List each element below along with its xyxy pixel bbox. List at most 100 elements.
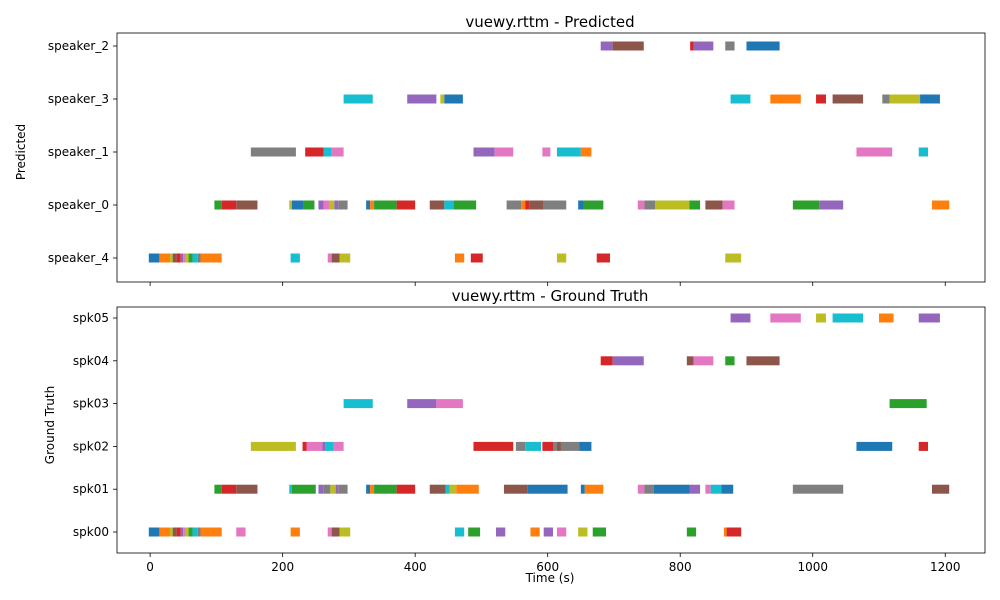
segment-spk03-12 bbox=[343, 399, 373, 409]
y-tick-label-spk02: spk02 bbox=[73, 439, 109, 453]
segment-speaker_2-2 bbox=[690, 41, 694, 51]
ground-truth-y-axis-label: Ground Truth bbox=[43, 386, 57, 464]
segment-spk02-20 bbox=[325, 441, 333, 451]
segment-spk00-67 bbox=[172, 527, 177, 537]
ground-truth-title: vuewy.rttm - Ground Truth bbox=[452, 287, 649, 305]
segment-speaker_2-5 bbox=[746, 41, 780, 51]
segment-spk01-36 bbox=[289, 484, 292, 494]
segment-spk02-21 bbox=[333, 441, 337, 451]
segment-spk01-52 bbox=[527, 484, 568, 494]
segment-spk01-46 bbox=[396, 484, 416, 494]
segment-spk02-32 bbox=[918, 441, 929, 451]
segment-speaker_4-69 bbox=[185, 253, 189, 263]
segment-spk02-25 bbox=[525, 441, 542, 451]
segment-spk00-91 bbox=[726, 527, 742, 537]
segment-spk02-30 bbox=[579, 441, 592, 451]
y-tick-label-speaker_4: speaker_4 bbox=[48, 251, 109, 265]
segment-speaker_4-63 bbox=[159, 253, 171, 263]
segment-speaker_3-13 bbox=[832, 94, 864, 104]
segment-speaker_4-62 bbox=[148, 253, 160, 263]
x-tick-label-400: 400 bbox=[404, 560, 427, 574]
segment-spk01-47 bbox=[429, 484, 446, 494]
segment-spk05-2 bbox=[816, 313, 826, 323]
segment-speaker_2-1 bbox=[612, 41, 644, 51]
y-tick-label-spk01: spk01 bbox=[73, 482, 109, 496]
segment-speaker_2-4 bbox=[725, 41, 735, 51]
segment-spk01-44 bbox=[370, 484, 375, 494]
segment-spk05-3 bbox=[832, 313, 864, 323]
segment-spk01-41 bbox=[335, 484, 339, 494]
segment-spk03-13 bbox=[407, 399, 437, 409]
segment-speaker_3-12 bbox=[816, 94, 826, 104]
segment-speaker_3-8 bbox=[440, 94, 445, 104]
segment-speaker_2-3 bbox=[693, 41, 714, 51]
segment-spk02-17 bbox=[302, 441, 307, 451]
segment-spk04-11 bbox=[746, 356, 780, 366]
segment-spk00-85 bbox=[543, 527, 553, 537]
segment-speaker_0-54 bbox=[644, 200, 656, 210]
segment-speaker_0-31 bbox=[289, 200, 292, 210]
segment-speaker_4-68 bbox=[183, 253, 186, 263]
y-tick-label-spk05: spk05 bbox=[73, 311, 109, 325]
y-tick-label-spk00: spk00 bbox=[73, 525, 109, 539]
y-tick-label-speaker_0: speaker_0 bbox=[48, 198, 109, 212]
segment-spk00-64 bbox=[148, 527, 160, 537]
segment-spk00-74 bbox=[197, 527, 201, 537]
x-axis-label: Time (s) bbox=[525, 571, 575, 585]
segment-speaker_4-77 bbox=[339, 253, 351, 263]
ground-truth-panel: vuewy.rttm - Ground Truth Ground Truth T… bbox=[43, 287, 986, 585]
segment-speaker_0-30 bbox=[236, 200, 258, 210]
segment-speaker_0-44 bbox=[444, 200, 454, 210]
segment-spk01-40 bbox=[330, 484, 336, 494]
segment-speaker_4-64 bbox=[170, 253, 173, 263]
y-tick-label-speaker_2: speaker_2 bbox=[48, 39, 109, 53]
segment-spk02-22 bbox=[336, 441, 344, 451]
segment-speaker_2-0 bbox=[600, 41, 613, 51]
x-tick-label-1200: 1200 bbox=[930, 560, 961, 574]
segment-spk04-7 bbox=[612, 356, 644, 366]
x-tick-label-200: 200 bbox=[271, 560, 294, 574]
y-tick-label-spk03: spk03 bbox=[73, 397, 109, 411]
segment-speaker_0-32 bbox=[291, 200, 304, 210]
segment-spk01-33 bbox=[214, 484, 222, 494]
segment-spk00-77 bbox=[290, 527, 300, 537]
segment-spk01-63 bbox=[931, 484, 950, 494]
segment-speaker_1-19 bbox=[323, 147, 332, 157]
segment-speaker_4-72 bbox=[197, 253, 201, 263]
segment-spk03-14 bbox=[436, 399, 463, 409]
segment-spk00-70 bbox=[183, 527, 186, 537]
segment-speaker_4-75 bbox=[327, 253, 332, 263]
segment-speaker_1-20 bbox=[331, 147, 344, 157]
segment-speaker_4-71 bbox=[192, 253, 198, 263]
segment-spk00-65 bbox=[159, 527, 171, 537]
segment-spk01-62 bbox=[792, 484, 844, 494]
segment-spk01-35 bbox=[236, 484, 258, 494]
segment-speaker_0-35 bbox=[323, 200, 330, 210]
y-tick-label-speaker_1: speaker_1 bbox=[48, 145, 109, 159]
segment-spk01-51 bbox=[503, 484, 528, 494]
segment-spk02-26 bbox=[542, 441, 553, 451]
segment-speaker_0-33 bbox=[303, 200, 315, 210]
segment-spk05-1 bbox=[770, 313, 801, 323]
segment-speaker_0-56 bbox=[689, 200, 701, 210]
segment-speaker_1-24 bbox=[556, 147, 581, 157]
segment-speaker_3-7 bbox=[407, 94, 437, 104]
segment-speaker_4-80 bbox=[556, 253, 567, 263]
segment-speaker_0-49 bbox=[529, 200, 544, 210]
plot-frame bbox=[116, 306, 986, 554]
segment-spk02-29 bbox=[560, 441, 580, 451]
segment-spk01-50 bbox=[456, 484, 479, 494]
segment-spk00-68 bbox=[176, 527, 181, 537]
segment-spk00-69 bbox=[180, 527, 184, 537]
segment-speaker_0-42 bbox=[396, 200, 416, 210]
segment-spk00-76 bbox=[236, 527, 246, 537]
segment-speaker_0-38 bbox=[338, 200, 348, 210]
segment-speaker_4-82 bbox=[725, 253, 742, 263]
segment-speaker_4-70 bbox=[188, 253, 193, 263]
segment-spk02-24 bbox=[515, 441, 526, 451]
segment-spk01-38 bbox=[318, 484, 324, 494]
segment-spk01-48 bbox=[445, 484, 450, 494]
segment-speaker_4-73 bbox=[200, 253, 222, 263]
segment-speaker_0-28 bbox=[214, 200, 222, 210]
segment-spk01-49 bbox=[449, 484, 457, 494]
